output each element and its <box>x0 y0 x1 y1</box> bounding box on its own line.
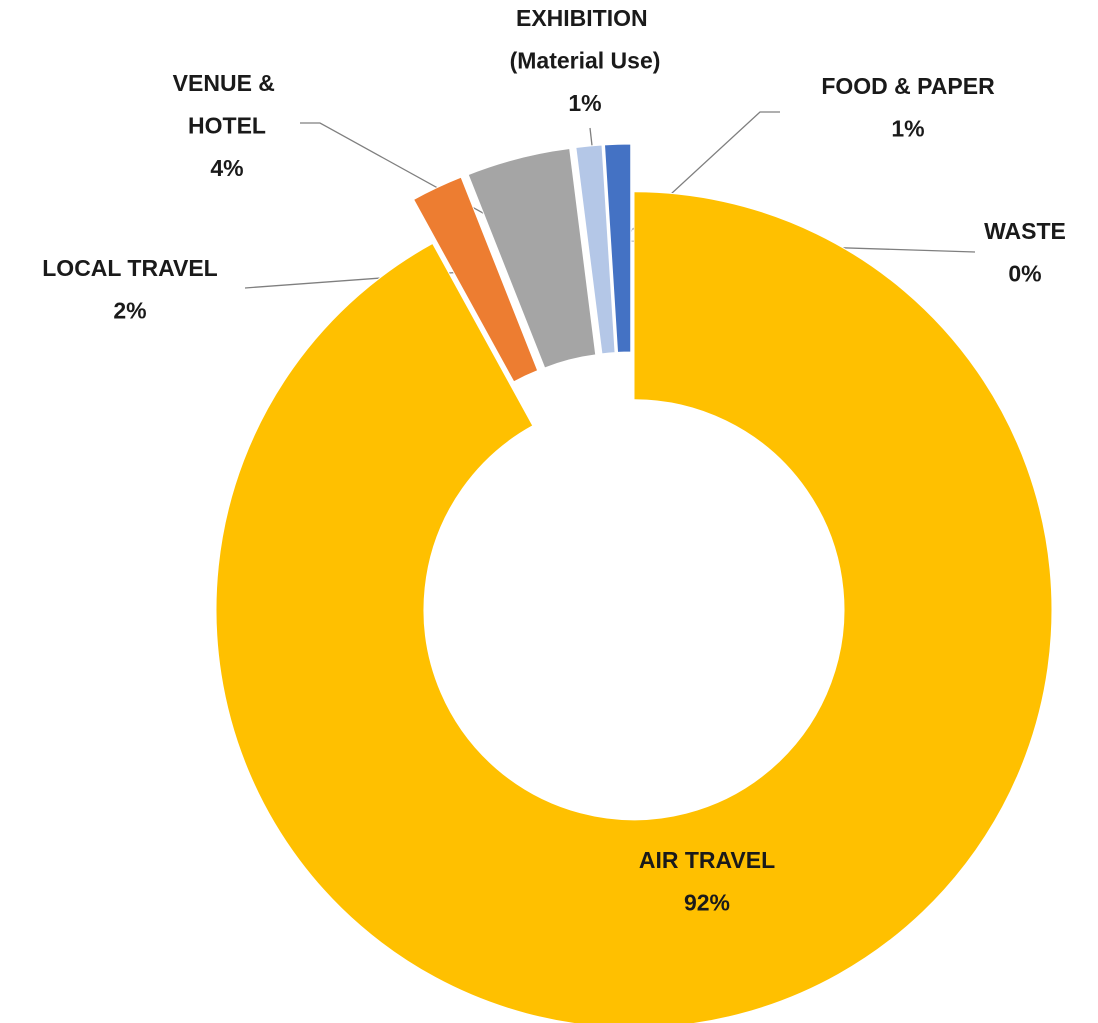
category-label: WASTE <box>984 218 1066 244</box>
slices <box>215 143 1053 1023</box>
label-line: EXHIBITION <box>516 5 654 31</box>
value-label: 2% <box>113 298 146 324</box>
value-label: 1% <box>568 90 601 116</box>
slice <box>215 191 1053 1023</box>
value-label: 92% <box>684 890 730 916</box>
slice <box>603 143 632 353</box>
slice <box>575 144 616 355</box>
slice <box>467 147 597 369</box>
value-label: 4% <box>210 155 243 181</box>
value-label: 0% <box>1008 261 1041 287</box>
category-label: VENUE & HOTEL <box>173 70 282 139</box>
category-label: FOOD & PAPER <box>821 73 995 99</box>
label-line: HOTEL <box>188 113 266 139</box>
label-line: VENUE & <box>173 70 282 96</box>
category-label: LOCAL TRAVEL <box>42 255 217 281</box>
category-label: AIR TRAVEL <box>639 847 775 873</box>
slice <box>412 176 539 383</box>
value-label: 1% <box>891 116 924 142</box>
label-line: (Material Use) <box>510 48 661 74</box>
category-label: EXHIBITION (Material Use) <box>510 5 661 74</box>
